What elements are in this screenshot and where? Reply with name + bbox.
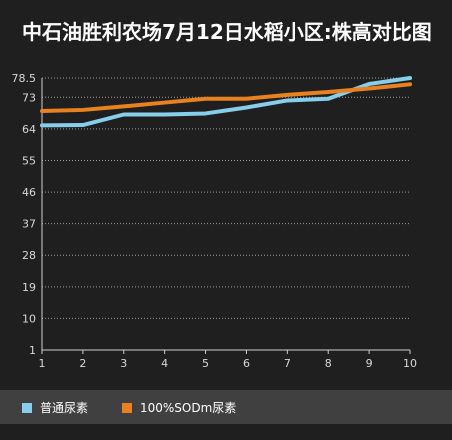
x-tick-label-8: 9 bbox=[366, 357, 373, 370]
y-tick-label-9: 78.5 bbox=[12, 72, 37, 85]
x-tick-label-9: 10 bbox=[403, 357, 417, 370]
legend-item-series-1[interactable]: 普通尿素 bbox=[22, 400, 88, 416]
chart-title: 中石油胜利农场7月12日水稻小区:株高对比图 bbox=[22, 20, 432, 44]
legend-swatch-series-2 bbox=[122, 403, 132, 413]
y-tick-label-2: 19 bbox=[22, 281, 36, 294]
x-tick-label-3: 4 bbox=[161, 357, 168, 370]
x-tick-label-0: 1 bbox=[39, 357, 46, 370]
x-tick-label-4: 5 bbox=[202, 357, 209, 370]
y-tick-label-6: 55 bbox=[22, 154, 36, 167]
legend-item-series-2[interactable]: 100%SODm尿素 bbox=[122, 400, 236, 416]
axes bbox=[41, 78, 411, 354]
legend-label-series-1: 普通尿素 bbox=[40, 401, 89, 415]
x-tick-label-1: 2 bbox=[79, 357, 86, 370]
x-tick-label-2: 3 bbox=[120, 357, 127, 370]
y-tick-label-8: 73 bbox=[22, 91, 36, 104]
x-tick-label-5: 6 bbox=[243, 357, 250, 370]
legend: 普通尿素 100%SODm尿素 bbox=[0, 390, 452, 424]
x-tick-label-6: 7 bbox=[284, 357, 291, 370]
gridlines bbox=[42, 77, 410, 319]
y-tick-label-5: 46 bbox=[22, 186, 36, 199]
x-tick-label-7: 8 bbox=[325, 357, 332, 370]
y-tick-labels: 1 10 19 28 37 46 55 64 73 78.5 bbox=[12, 72, 37, 357]
y-tick-label-0: 1 bbox=[29, 344, 36, 357]
y-tick-label-7: 64 bbox=[22, 123, 36, 136]
series-line-2 bbox=[40, 82, 412, 113]
y-tick-label-3: 28 bbox=[22, 249, 36, 262]
series-line-1 bbox=[40, 76, 412, 128]
y-tick-label-1: 10 bbox=[22, 312, 36, 325]
y-tick-label-4: 37 bbox=[22, 218, 36, 231]
legend-swatch-series-1 bbox=[22, 403, 32, 413]
legend-label-series-2: 100%SODm尿素 bbox=[140, 401, 237, 415]
x-tick-labels: 1 2 3 4 5 6 7 8 9 10 bbox=[39, 357, 418, 370]
series-lines bbox=[40, 76, 412, 128]
line-chart: 1 10 19 28 37 46 55 64 73 78.5 1 2 3 4 5 6 7 8 9 10 bbox=[12, 72, 418, 370]
